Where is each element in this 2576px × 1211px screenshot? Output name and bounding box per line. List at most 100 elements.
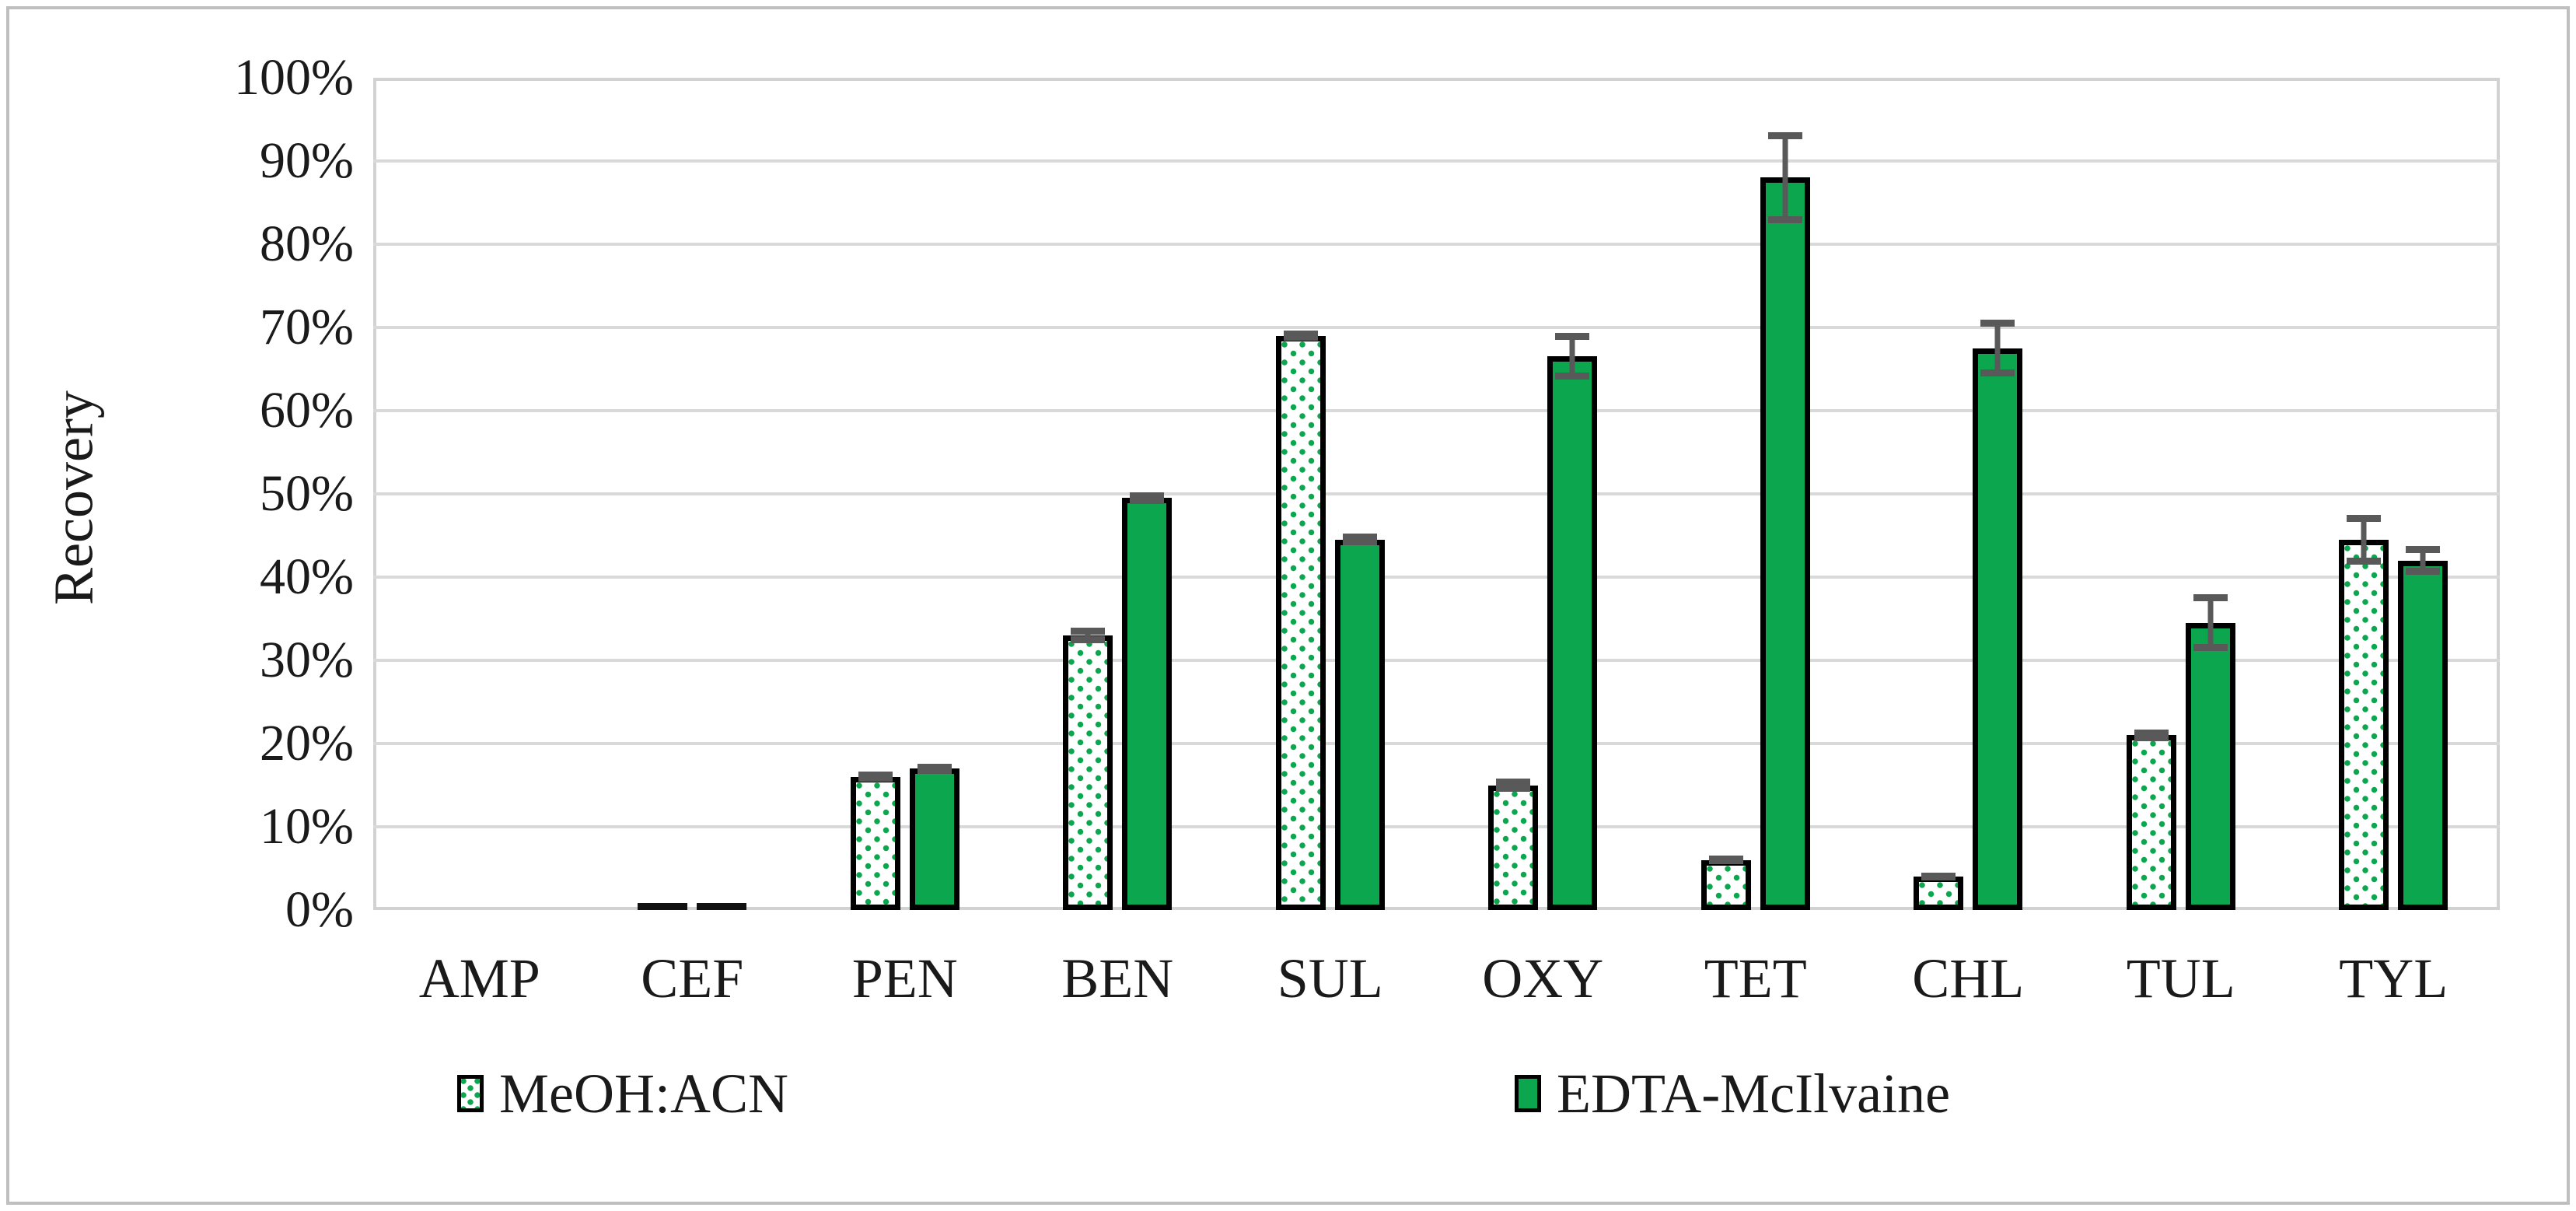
error-bar-top-cap: [1496, 778, 1531, 786]
y-tick-label: 90%: [260, 132, 354, 189]
error-bar: [1767, 131, 1802, 224]
error-bar-bottom-cap: [1342, 538, 1377, 546]
legend-swatch-meoh-acn: [457, 1075, 484, 1112]
error-bar: [2193, 594, 2228, 652]
gridline: [373, 825, 2500, 828]
bar-meoh-acn-oxy: [1488, 785, 1539, 910]
error-bar-stem: [1994, 320, 2001, 377]
y-tick-label: 60%: [260, 382, 354, 439]
error-bar-stem: [1569, 333, 1575, 380]
error-bar: [917, 763, 952, 774]
y-axis-title: Recovery: [42, 390, 105, 605]
bar-edta-mcilvaine-tyl: [2398, 560, 2448, 910]
error-bar: [1071, 628, 1106, 643]
error-bar-bottom-cap: [1130, 496, 1165, 504]
error-bar-top-cap: [1555, 333, 1590, 341]
error-bar: [1342, 534, 1377, 546]
legend-swatch-edta-mcilvaine: [1515, 1075, 1541, 1112]
bar-edta-mcilvaine-pen: [909, 768, 959, 910]
bar-meoh-acn-tyl: [2339, 539, 2389, 910]
error-bar: [2134, 729, 2169, 741]
x-category-label: BEN: [1061, 947, 1174, 1010]
y-tick-label: 50%: [260, 465, 354, 522]
error-bar-top-cap: [2406, 546, 2441, 554]
error-bar: [2347, 514, 2382, 565]
x-category-label: CEF: [641, 947, 744, 1010]
gridline: [373, 326, 2500, 329]
error-bar: [1283, 331, 1318, 341]
error-bar: [1555, 333, 1590, 380]
error-bar-bottom-cap: [2406, 567, 2441, 575]
error-bar-bottom-cap: [2347, 557, 2382, 565]
gridline: [373, 576, 2500, 579]
error-bar: [1130, 492, 1165, 504]
x-category-label: CHL: [1912, 947, 2025, 1010]
y-tick-label: 70%: [260, 299, 354, 355]
figure-border: [6, 6, 2570, 1205]
gridline: [373, 409, 2500, 412]
y-tick-label: 20%: [260, 715, 354, 772]
error-bar: [858, 772, 893, 782]
error-bar-top-cap: [1767, 131, 1802, 139]
gridline: [373, 159, 2500, 163]
x-category-label: OXY: [1482, 947, 1604, 1010]
error-bar-bottom-cap: [2134, 733, 2169, 741]
bar-meoh-acn-chl: [1914, 877, 1964, 910]
error-bar-top-cap: [2134, 729, 2169, 737]
y-tick-label: 0%: [285, 881, 354, 938]
error-bar: [1496, 778, 1531, 793]
x-category-label: PEN: [851, 947, 958, 1010]
error-bar-top-cap: [1071, 628, 1106, 635]
y-tick-label: 80%: [260, 215, 354, 272]
error-bar-bottom-cap: [1071, 635, 1106, 643]
error-bar-bottom-cap: [1708, 857, 1743, 865]
error-bar-top-cap: [2193, 594, 2228, 602]
bar-edta-mcilvaine-sul: [1334, 539, 1385, 910]
y-tick-label: 100%: [234, 49, 354, 106]
x-category-label: TUL: [2126, 947, 2235, 1010]
error-bar-bottom-cap: [2193, 644, 2228, 652]
bar-meoh-acn-ben: [1063, 635, 1113, 910]
error-bar-bottom-cap: [858, 775, 893, 782]
y-tick-label: 40%: [260, 548, 354, 605]
bar-meoh-acn-tet: [1700, 859, 1751, 910]
bar-edta-mcilvaine-chl: [1973, 348, 2023, 910]
x-category-label: TET: [1704, 947, 1807, 1010]
gridline: [373, 243, 2500, 246]
error-bar-bottom-cap: [1283, 334, 1318, 341]
error-bar-stem: [2207, 594, 2214, 652]
legend-label-meoh-acn: MeOH:ACN: [499, 1062, 788, 1125]
error-bar: [1708, 856, 1743, 865]
error-bar-bottom-cap: [1496, 785, 1531, 793]
error-bar: [1980, 320, 2015, 377]
x-category-label: SUL: [1277, 947, 1383, 1010]
error-bar-stem: [2361, 514, 2367, 565]
bar-edta-mcilvaine-oxy: [1547, 356, 1598, 910]
bar-edta-mcilvaine-cef: [697, 903, 747, 910]
bar-edta-mcilvaine-ben: [1122, 498, 1173, 910]
error-bar-top-cap: [1342, 534, 1377, 541]
gridline: [373, 659, 2500, 662]
bar-meoh-acn-tul: [2126, 735, 2176, 910]
error-bar: [2406, 546, 2441, 575]
error-bar-bottom-cap: [1921, 873, 1956, 880]
error-bar-stem: [1085, 628, 1091, 643]
y-tick-label: 10%: [260, 798, 354, 855]
bar-edta-mcilvaine-tet: [1760, 177, 1810, 910]
error-bar-stem: [2420, 546, 2426, 575]
x-category-label: AMP: [418, 947, 540, 1010]
bar-edta-mcilvaine-tul: [2185, 622, 2235, 910]
legend-label-edta-mcilvaine: EDTA-McIlvaine: [1557, 1062, 1951, 1125]
x-category-label: TYL: [2339, 947, 2448, 1010]
bar-meoh-acn-pen: [850, 776, 900, 910]
error-bar-top-cap: [1130, 492, 1165, 499]
error-bar-bottom-cap: [1555, 373, 1590, 380]
bar-meoh-acn-sul: [1275, 335, 1326, 910]
y-tick-label: 30%: [260, 632, 354, 688]
error-bar-bottom-cap: [917, 766, 952, 774]
gridline: [373, 492, 2500, 495]
error-bar: [1921, 873, 1956, 880]
error-bar-stem: [1782, 131, 1788, 224]
error-bar-top-cap: [1980, 320, 2015, 327]
